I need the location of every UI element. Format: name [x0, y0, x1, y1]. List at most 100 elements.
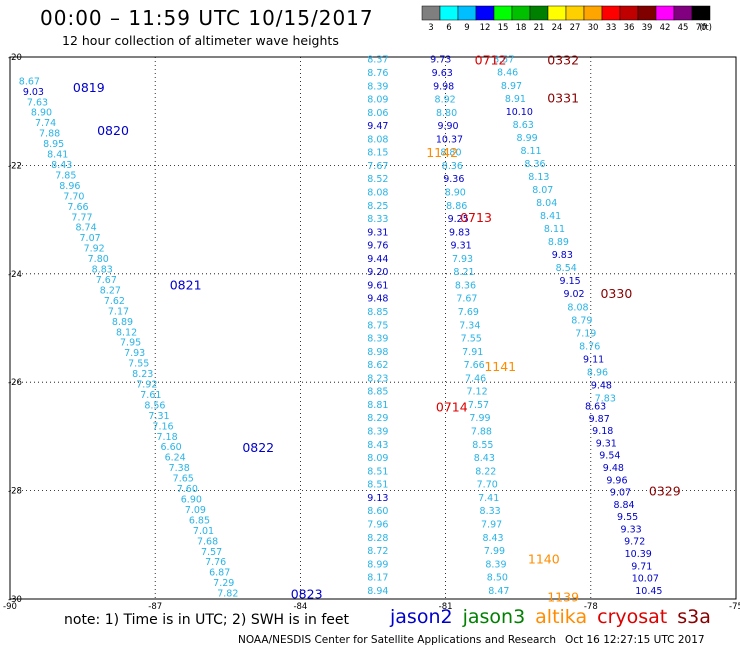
wave-height-value: 8.23	[132, 369, 153, 380]
legend-swatch	[493, 5, 513, 21]
wave-height-value: 7.97	[481, 519, 502, 530]
wave-height-value: 7.83	[595, 393, 616, 404]
legend-unit: (ft)	[699, 23, 712, 33]
wave-height-value: 6.85	[189, 515, 210, 526]
wave-height-value: 8.43	[51, 160, 72, 171]
wave-height-value: 7.70	[477, 480, 498, 491]
legend-label: 24	[552, 23, 563, 33]
wave-height-value: 8.99	[367, 559, 388, 570]
time-label: 0712	[475, 53, 507, 68]
wave-height-value: 8.63	[513, 120, 534, 131]
wave-height-value: 8.62	[367, 360, 388, 371]
wave-height-value: 8.76	[367, 68, 388, 79]
wave-height-value: 7.07	[80, 233, 101, 244]
wave-height-value: 7.66	[67, 202, 88, 213]
legend-label: 3	[428, 23, 433, 33]
wave-height-value: 8.29	[367, 413, 388, 424]
wave-height-value: 8.51	[367, 480, 388, 491]
wave-height-value: 9.07	[610, 488, 631, 499]
wave-height-value: 9.25	[448, 214, 469, 225]
wave-height-value: 7.66	[464, 360, 485, 371]
wave-height-value: 8.08	[367, 188, 388, 199]
wave-height-value: 8.36	[524, 159, 545, 170]
wave-height-value: 8.95	[43, 139, 64, 150]
wave-height-value: 8.23	[367, 373, 388, 384]
wave-height-value: 9.55	[617, 512, 638, 523]
wave-height-value: 9.61	[367, 280, 388, 291]
wave-height-value: 8.08	[367, 134, 388, 145]
wave-height-value: 8.81	[367, 400, 388, 411]
legend-label: 33	[606, 23, 617, 33]
wave-height-value: 6.24	[165, 453, 186, 464]
x-tick-label: -75	[729, 602, 740, 612]
wave-height-value: 10.10	[506, 107, 533, 118]
satellite-name: altika	[535, 606, 588, 628]
wave-height-value: 8.39	[367, 81, 388, 92]
wave-height-value: 10.37	[436, 134, 463, 145]
wave-height-value: 9.31	[596, 438, 617, 449]
wave-height-value: 8.63	[585, 402, 606, 413]
wave-height-value: 9.54	[599, 451, 620, 462]
wave-height-value: 7.93	[124, 348, 145, 359]
legend-swatch	[421, 5, 441, 21]
wave-height-value: 9.31	[367, 227, 388, 238]
wave-height-value: 8.56	[144, 400, 165, 411]
map-frame: -90 -87 -84 -81 -78 -75 -20 -22 -24 -26 -28 -30	[3, 53, 740, 612]
wave-height-value: 7.93	[452, 254, 473, 265]
wave-height-value: 10.45	[635, 586, 662, 597]
wave-height-value: 7.88	[39, 129, 60, 140]
map-marks: 8.679.037.638.907.747.888.958.418.437.85…	[19, 53, 681, 605]
wave-height-value: 9.90	[437, 121, 458, 132]
wave-height-value: 8.83	[92, 265, 113, 276]
legend-label: 42	[660, 23, 671, 33]
wave-height-value: 7.01	[193, 526, 214, 537]
wave-height-value: 8.90	[31, 108, 52, 119]
wave-height-value: 8.07	[532, 185, 553, 196]
wave-height-value: 7.55	[461, 334, 482, 345]
wave-height-value: 7.92	[136, 380, 157, 391]
wave-height-value: 7.29	[213, 578, 234, 589]
wave-height-value: 7.38	[169, 463, 190, 474]
time-label: 0822	[242, 440, 274, 455]
wave-height-value: 9.20	[367, 267, 388, 278]
wave-height-value: 8.85	[367, 307, 388, 318]
time-label: 0329	[649, 484, 681, 499]
wave-height-value: 8.41	[540, 211, 561, 222]
wave-height-value: 8.43	[367, 440, 388, 451]
wave-height-value: 8.09	[367, 453, 388, 464]
wave-height-value: 8.43	[474, 453, 495, 464]
wave-height-value: 8.12	[116, 327, 137, 338]
wave-height-value: 8.94	[367, 586, 388, 597]
wave-height-value: 9.44	[367, 254, 388, 265]
y-tick-label: -20	[8, 53, 22, 63]
footer-note: note: 1) Time is in UTC; 2) SWH is in fe…	[64, 612, 350, 628]
wave-height-value: 8.04	[536, 198, 557, 209]
footer-credit: NOAA/NESDIS Center for Satellite Applica…	[238, 634, 556, 646]
wave-height-value: 7.31	[148, 411, 169, 422]
wave-height-value: 8.46	[497, 68, 518, 79]
wave-height-value: 9.33	[621, 524, 642, 535]
wave-height-value: 8.09	[367, 95, 388, 106]
wave-height-value: 8.39	[367, 427, 388, 438]
wave-height-value: 7.60	[177, 484, 198, 495]
wave-height-value: 8.72	[367, 546, 388, 557]
wave-height-value: 8.06	[367, 108, 388, 119]
time-label: 0819	[73, 80, 105, 95]
wave-height-value: 8.39	[485, 559, 506, 570]
wave-height-value: 8.50	[487, 573, 508, 584]
y-tick-label: -22	[8, 161, 22, 171]
wave-height-value: 7.55	[128, 359, 149, 370]
wave-height-value: 7.67	[96, 275, 117, 286]
wave-height-value: 9.87	[589, 414, 610, 425]
wave-height-value: 8.80	[436, 108, 457, 119]
wave-height-value: 8.22	[475, 466, 496, 477]
wave-height-value: 7.17	[108, 306, 129, 317]
legend-swatch	[457, 5, 477, 21]
wave-height-value: 7.85	[55, 170, 76, 181]
time-label: 1139	[547, 589, 579, 604]
wave-height-value: 7.82	[217, 589, 238, 600]
legend-label: 70	[696, 23, 707, 33]
wave-height-value: 8.15	[367, 148, 388, 159]
legend-swatch	[583, 5, 603, 21]
y-tick-label: -26	[8, 378, 22, 388]
